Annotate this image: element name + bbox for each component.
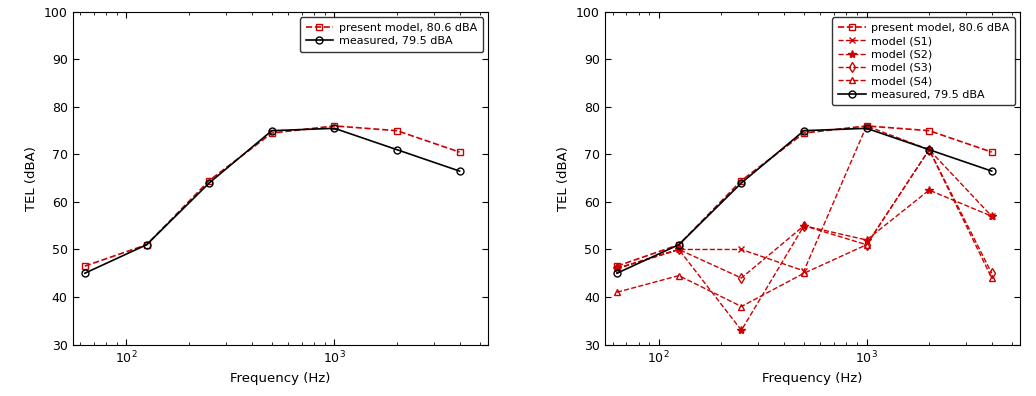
present model, 80.6 dBA (328, 124, 341, 128)
Line: measured, 79.5 dBA: measured, 79.5 dBA (81, 125, 463, 277)
model (S1) (736, 247, 748, 252)
model (S2) (736, 328, 748, 333)
present model, 80.6 dBA (860, 124, 872, 128)
measured, 79.5 dBA (736, 181, 748, 185)
present model, 80.6 dBA (672, 242, 685, 247)
measured, 79.5 dBA (454, 169, 466, 173)
Legend: present model, 80.6 dBA, measured, 79.5 dBA: present model, 80.6 dBA, measured, 79.5 … (300, 17, 483, 52)
model (S4) (798, 271, 810, 276)
present model, 80.6 dBA (923, 128, 936, 133)
model (S2) (611, 266, 624, 271)
model (S4) (985, 276, 998, 280)
present model, 80.6 dBA (265, 131, 278, 135)
present model, 80.6 dBA (79, 264, 91, 268)
measured, 79.5 dBA (798, 128, 810, 133)
model (S3) (923, 147, 936, 152)
measured, 79.5 dBA (611, 271, 624, 276)
model (S3) (985, 271, 998, 276)
Line: present model, 80.6 dBA: present model, 80.6 dBA (613, 122, 996, 270)
Line: model (S1): model (S1) (613, 122, 996, 274)
model (S4) (923, 147, 936, 152)
model (S1) (985, 214, 998, 219)
Line: model (S3): model (S3) (613, 146, 996, 282)
present model, 80.6 dBA (141, 242, 153, 247)
measured, 79.5 dBA (391, 147, 403, 152)
model (S3) (672, 247, 685, 252)
model (S4) (736, 304, 748, 309)
model (S3) (736, 276, 748, 280)
measured, 79.5 dBA (328, 126, 341, 131)
measured, 79.5 dBA (672, 242, 685, 247)
model (S4) (611, 290, 624, 295)
Line: model (S2): model (S2) (612, 186, 996, 335)
present model, 80.6 dBA (985, 150, 998, 154)
model (S2) (798, 223, 810, 228)
model (S1) (672, 247, 685, 252)
model (S1) (798, 268, 810, 273)
measured, 79.5 dBA (203, 181, 215, 185)
model (S1) (860, 124, 872, 128)
present model, 80.6 dBA (203, 178, 215, 183)
model (S3) (611, 266, 624, 271)
model (S4) (672, 273, 685, 278)
X-axis label: Frequency (Hz): Frequency (Hz) (762, 371, 863, 385)
Line: measured, 79.5 dBA: measured, 79.5 dBA (613, 125, 996, 277)
present model, 80.6 dBA (798, 131, 810, 135)
Y-axis label: TEL (dBA): TEL (dBA) (25, 146, 38, 211)
model (S2) (923, 188, 936, 192)
Line: present model, 80.6 dBA: present model, 80.6 dBA (81, 122, 463, 270)
model (S2) (985, 214, 998, 219)
measured, 79.5 dBA (79, 271, 91, 276)
Line: model (S4): model (S4) (613, 146, 996, 310)
measured, 79.5 dBA (265, 128, 278, 133)
model (S2) (860, 238, 872, 242)
measured, 79.5 dBA (860, 126, 872, 131)
Y-axis label: TEL (dBA): TEL (dBA) (557, 146, 571, 211)
present model, 80.6 dBA (736, 178, 748, 183)
present model, 80.6 dBA (391, 128, 403, 133)
measured, 79.5 dBA (141, 242, 153, 247)
present model, 80.6 dBA (454, 150, 466, 154)
model (S3) (860, 242, 872, 247)
X-axis label: Frequency (Hz): Frequency (Hz) (230, 371, 330, 385)
model (S4) (860, 242, 872, 247)
Legend: present model, 80.6 dBA, model (S1), model (S2), model (S3), model (S4), measure: present model, 80.6 dBA, model (S1), mod… (832, 17, 1015, 105)
measured, 79.5 dBA (923, 147, 936, 152)
present model, 80.6 dBA (611, 264, 624, 268)
model (S3) (798, 223, 810, 228)
model (S1) (923, 147, 936, 152)
model (S2) (672, 247, 685, 252)
measured, 79.5 dBA (985, 169, 998, 173)
model (S1) (611, 266, 624, 271)
